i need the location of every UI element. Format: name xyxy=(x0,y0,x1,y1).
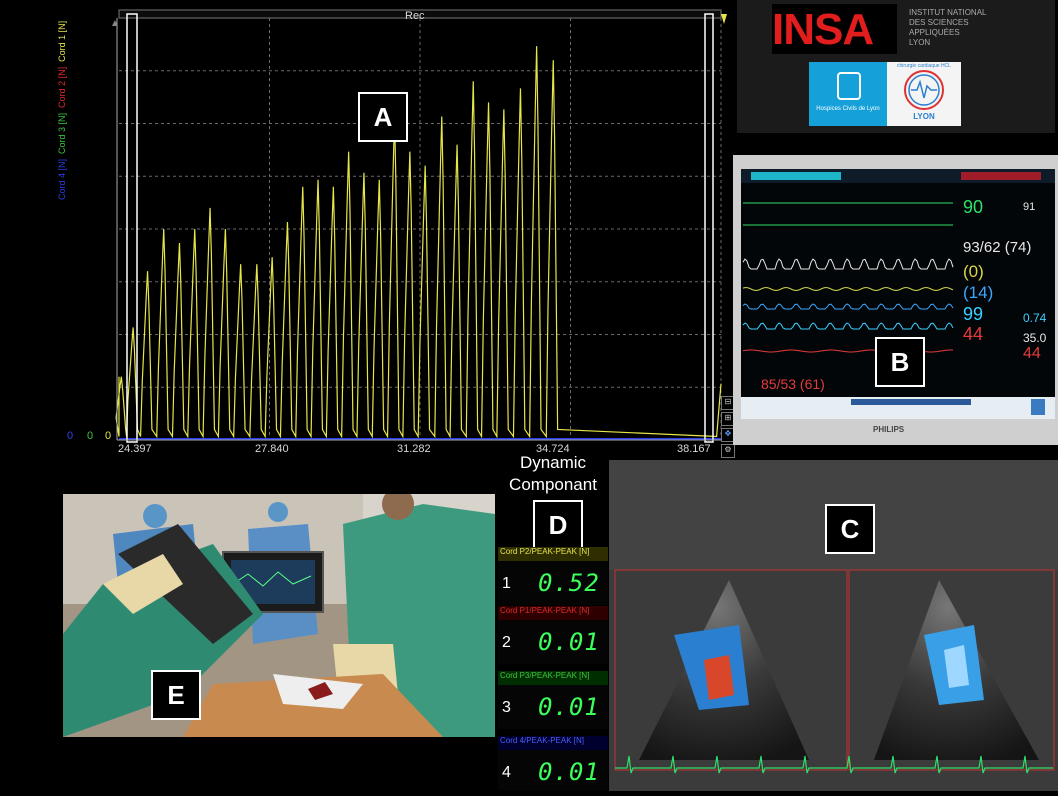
y-tick-cord4: 0 xyxy=(67,430,74,442)
vital-pap: 85/53 (61) xyxy=(761,376,825,392)
monitor-menu-tab[interactable] xyxy=(851,399,971,405)
readout-index: 2 xyxy=(502,634,511,651)
x-tick-label: 34.724 xyxy=(536,443,570,455)
vital-resp-small: 44 xyxy=(1023,345,1041,362)
x-tick-label: 24.397 xyxy=(118,443,152,455)
monitor-alarm-banner xyxy=(961,172,1041,180)
readout-row: 4 0.01 xyxy=(498,750,608,790)
dynamic-component-title: Dynamic Componant xyxy=(509,453,597,494)
vital-temp: 35.0 xyxy=(1023,331,1047,345)
x-tick-label: 31.282 xyxy=(397,443,431,455)
panel-label-d: D xyxy=(533,500,583,550)
readout-value: 0.52 xyxy=(538,569,600,597)
monitor-header-bar xyxy=(741,169,1055,183)
legend-entry-cord4: Cord 4 [N] xyxy=(57,158,67,200)
monitor-menu-bar xyxy=(741,397,1055,419)
panel-label-c: C xyxy=(825,504,875,554)
series-line-cord1 xyxy=(115,46,722,439)
x-tick-label: 27.840 xyxy=(255,443,289,455)
panel-label-e: E xyxy=(151,670,201,720)
x-tick-label: 38.167 xyxy=(677,443,711,455)
chart-series-layer xyxy=(115,46,722,440)
hcl-logo-text: Hospices Civils de Lyon xyxy=(816,106,880,112)
insa-sub-line: APPLIQUÉES xyxy=(909,28,960,37)
vital-spo2-small: 0.74 xyxy=(1023,311,1047,325)
legend-entry-cord2: Cord 2 [N] xyxy=(57,66,67,108)
hcl-emblem-icon xyxy=(837,72,861,100)
insa-logo-subtitle: INSTITUT NATIONAL DES SCIENCES APPLIQUÉE… xyxy=(909,8,987,48)
vital-spo2: 99 xyxy=(963,304,984,324)
logo-area: INSA INSTITUT NATIONAL DES SCIENCES APPL… xyxy=(737,0,1055,133)
operating-room-scene xyxy=(63,494,495,737)
vital-heart-rate-small: 91 xyxy=(1023,201,1036,213)
insa-sub-line: DES SCIENCES xyxy=(909,18,969,27)
insa-sub-line: INSTITUT NATIONAL xyxy=(909,8,987,17)
y-tick-cord1: 0 xyxy=(105,430,112,442)
echocardiography-panel: C xyxy=(609,460,1058,791)
readout-value: 0.01 xyxy=(538,628,600,656)
operating-room-photo: E xyxy=(63,494,495,737)
monitor-waveforms xyxy=(742,202,954,353)
cardiac-surgery-logo: chirurgie cardiaque HCL LYON xyxy=(887,62,961,126)
cardiac-logo-ring-text: chirurgie cardiaque HCL xyxy=(897,63,951,69)
panel-label-b: B xyxy=(875,337,925,387)
panel-label-a: A xyxy=(358,92,408,142)
scroll-arrow-icon[interactable]: ▲ xyxy=(110,18,120,29)
readout-value: 0.01 xyxy=(538,758,600,786)
legend-entry-cord1: Cord 1 [N] xyxy=(57,20,67,62)
heart-ring-icon xyxy=(904,70,944,110)
readout-header: Cord P1/PEAK-PEAK [N] xyxy=(498,606,608,620)
chart-legend: Cord 4 [N] Cord 3 [N] Cord 2 [N] Cord 1 … xyxy=(57,21,67,200)
force-chart-panel: Rec ▲ Cord 4 [N] Cord 3 [N] Cord 2 [N] C… xyxy=(5,0,737,458)
chart-title: Rec xyxy=(405,10,425,22)
vital-heart-rate: 90 xyxy=(963,197,984,217)
readout-index: 3 xyxy=(502,699,511,716)
readout-value: 0.01 xyxy=(538,693,600,721)
insa-logo-bg xyxy=(772,4,897,54)
monitor-patient-tab xyxy=(751,172,841,180)
marker-triangle-icon xyxy=(721,14,727,24)
chart-grid xyxy=(119,18,722,440)
readout-row: 2 0.01 xyxy=(498,620,608,664)
right-cursor-handle[interactable] xyxy=(704,13,714,443)
monitor-menu-button[interactable] xyxy=(1031,399,1045,415)
left-cursor-handle[interactable] xyxy=(126,13,138,443)
vital-abp: 93/62 (74) xyxy=(963,239,1032,256)
hcl-logo: Hospices Civils de Lyon xyxy=(809,62,887,126)
readout-header: Cord P2/PEAK-PEAK [N] xyxy=(498,547,608,561)
readout-index: 4 xyxy=(502,764,511,781)
insa-logo: INSA xyxy=(772,5,874,54)
vital-pap-mean: (14) xyxy=(963,283,994,302)
patient-monitor-panel: 90 91 93/62 (74) (0) (14) 99 0.74 44 35.… xyxy=(733,155,1058,445)
readout-header: Cord P3/PEAK-PEAK [N] xyxy=(498,671,608,685)
cardiac-logo-city: LYON xyxy=(913,112,935,121)
monitor-brand: PHILIPS xyxy=(873,425,905,434)
y-tick-cord3: 0 xyxy=(87,430,94,442)
readout-index: 1 xyxy=(502,575,511,592)
readout-row: 1 0.52 xyxy=(498,561,608,605)
settings-icon[interactable]: ⚙ xyxy=(721,444,735,458)
insa-sub-line: LYON xyxy=(909,38,931,47)
readout-header: Cord 4/PEAK-PEAK [N] xyxy=(498,736,608,750)
vital-resp: 44 xyxy=(963,324,984,344)
readout-row: 3 0.01 xyxy=(498,685,608,729)
force-chart xyxy=(5,0,737,455)
legend-entry-cord3: Cord 3 [N] xyxy=(57,112,67,154)
vital-cvp: (0) xyxy=(963,262,984,281)
